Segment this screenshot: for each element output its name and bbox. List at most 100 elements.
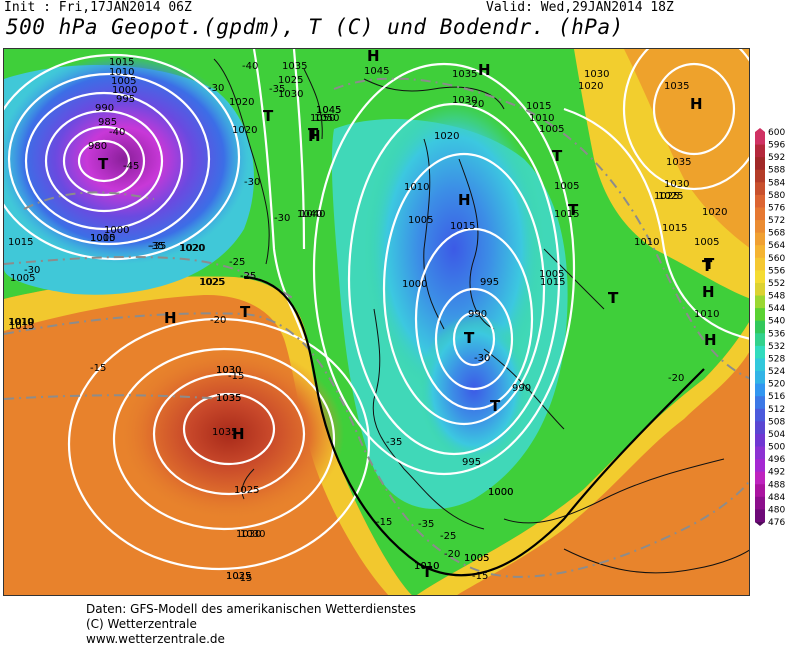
pressure-label: 1020 — [179, 243, 204, 254]
temperature-label: -20 — [668, 373, 684, 384]
high-center-marker: H — [478, 61, 491, 79]
temperature-label: -15 — [90, 363, 106, 374]
low-center-marker: T — [98, 155, 109, 173]
temperature-label: -35 — [148, 241, 164, 252]
legend-swatch — [755, 295, 765, 309]
pressure-label: 1000 — [488, 487, 513, 498]
pressure-label: 1015 — [526, 101, 551, 112]
legend-swatch — [755, 282, 765, 297]
legend-swatch — [755, 270, 765, 284]
legend-value-label: 508 — [768, 417, 785, 427]
low-center-marker: T — [464, 329, 475, 347]
pressure-label: 1045 — [316, 105, 341, 116]
pressure-label: 985 — [98, 117, 117, 128]
pressure-label: 1030 — [278, 89, 303, 100]
temperature-label: -20 — [468, 99, 484, 110]
legend-top-arrow — [755, 128, 765, 132]
legend-value-label: 520 — [768, 380, 785, 390]
temperature-label: -30 — [244, 177, 260, 188]
pressure-label: 1035 — [664, 81, 689, 92]
footer-copyright: (C) Wetterzentrale — [86, 617, 197, 631]
pressure-label: 1010 — [8, 317, 33, 328]
temperature-label: -20 — [444, 549, 460, 560]
pressure-label: 1005 — [694, 237, 719, 248]
legend-value-label: 476 — [768, 518, 785, 526]
pressure-label: 990 — [512, 383, 531, 394]
pressure-label: 980 — [88, 141, 107, 152]
pressure-label: 1050 — [310, 113, 335, 124]
temperature-label: -15 — [376, 517, 392, 528]
pressure-label: 1015 — [540, 277, 565, 288]
pressure-label: 1010 — [109, 67, 134, 78]
high-center-marker: H — [367, 49, 380, 65]
legend-value-label: 496 — [768, 455, 785, 465]
legend-swatch — [755, 509, 765, 523]
contour-552 — [243, 275, 705, 577]
temperature-label: -30 — [474, 353, 490, 364]
high-center-marker: H — [690, 95, 703, 113]
pressure-label: 990 — [468, 309, 487, 320]
temperature-labels: -45 -40 -30 -35 -30 -25 -20 -15 -15 -35 … — [24, 61, 684, 584]
temperature-label: -30 — [24, 265, 40, 276]
legend-swatch — [755, 182, 765, 196]
pressure-label: 1025 — [658, 191, 683, 202]
temperature-label: -40 — [109, 127, 125, 138]
pressure-label: 1005 — [464, 553, 489, 564]
pressure-label: 1005 — [464, 553, 489, 564]
low-center-marker: T — [608, 289, 619, 307]
legend-value-label: 524 — [768, 367, 785, 377]
valid-time-label: Valid: Wed,29JAN2014 18Z — [486, 0, 674, 15]
legend-swatch — [755, 496, 765, 510]
legend-swatch — [755, 345, 765, 359]
temperature-label: -15 — [236, 573, 252, 584]
weather-map-canvas: 1015 1010 1005 1000 995 990 985 980 1020… — [4, 49, 749, 595]
pressure-label: 1005 — [539, 124, 564, 135]
pressure-label: 1040 — [297, 209, 322, 220]
pressure-label: 995 — [462, 457, 481, 468]
legend-swatch — [755, 433, 765, 448]
low-center-marker: T — [608, 289, 619, 307]
low-center-marker: T — [308, 125, 319, 143]
legend-swatch — [755, 220, 765, 234]
pressure-label: 1030 — [216, 365, 241, 376]
temperature-label: -25 — [440, 531, 456, 542]
pressure-label: 1020 — [578, 81, 603, 92]
legend-value-label: 588 — [768, 166, 785, 176]
pressure-label: 1045 — [364, 66, 389, 77]
low-center-marker: T — [240, 303, 251, 321]
pressure-label: 1010 — [634, 237, 659, 248]
isobars — [4, 49, 749, 571]
pressure-label: 1025 — [226, 571, 251, 582]
legend-value-label: 548 — [768, 292, 785, 302]
pressure-label: 1010 — [414, 561, 439, 572]
low-center-marker: T — [704, 255, 715, 273]
legend-value-label: 544 — [768, 304, 785, 314]
legend-swatch — [755, 446, 765, 460]
weather-map: 1015 1010 1005 1000 995 990 985 980 1020… — [3, 48, 750, 596]
legend-swatch — [755, 371, 765, 385]
legend-value-label: 552 — [768, 279, 785, 289]
pressure-label: 1005 — [554, 181, 579, 192]
temperature-label: -15 — [472, 571, 488, 582]
low-center-marker: T — [263, 107, 274, 125]
pressure-label: 1010 — [414, 561, 439, 572]
low-center-marker: T — [702, 257, 713, 275]
legend-value-label: 572 — [768, 216, 785, 226]
temperature-label: -25 — [229, 257, 245, 268]
pressure-label: 1025 — [199, 277, 224, 288]
legend-swatch — [755, 257, 765, 271]
pressure-label: 1000 — [104, 225, 129, 236]
pressure-label: 1035 — [216, 393, 241, 404]
legend-value-label: 536 — [768, 329, 785, 339]
high-center-marker: H — [308, 127, 321, 145]
legend-value-label: 600 — [768, 128, 785, 138]
legend-value-label: 580 — [768, 191, 785, 201]
pressure-label: 1005 — [408, 215, 433, 226]
pressure-label: 1020 — [180, 243, 205, 254]
legend-swatch — [755, 132, 765, 146]
legend-swatch — [755, 421, 765, 435]
pressure-label: 1025 — [234, 485, 259, 496]
pressure-label: 1000 — [488, 487, 513, 498]
legend-swatch — [755, 320, 765, 334]
pressure-label: 1015 — [662, 223, 687, 234]
